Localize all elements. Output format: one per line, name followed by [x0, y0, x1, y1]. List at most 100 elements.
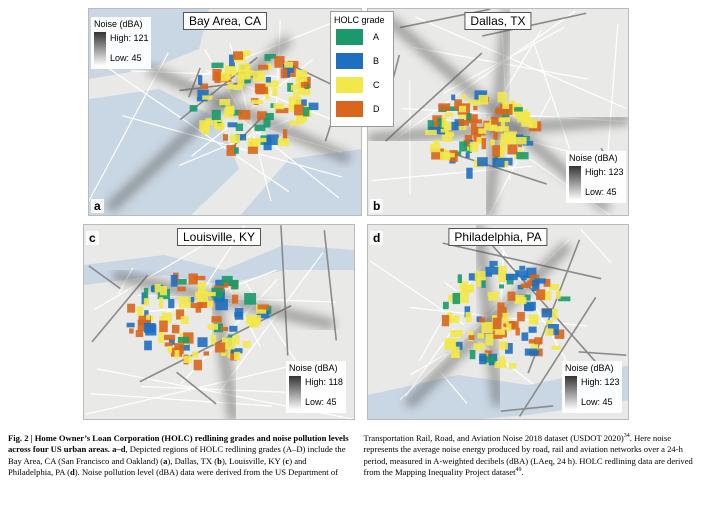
- noise-high: High: 123: [581, 377, 620, 387]
- noise-high: High: 121: [110, 33, 149, 43]
- holc-area: [241, 79, 251, 84]
- holc-area: [295, 69, 308, 82]
- holc-area: [265, 82, 271, 88]
- holc-area: [506, 323, 512, 332]
- road: [493, 234, 570, 366]
- holc-area: [193, 359, 203, 371]
- holc-area: [170, 274, 178, 287]
- holc-area: [488, 295, 499, 301]
- holc-area: [264, 55, 271, 61]
- highway: [91, 274, 149, 343]
- map: [89, 9, 361, 215]
- holc-area: [521, 117, 533, 127]
- holc-area: [526, 267, 537, 279]
- holc-area: [536, 289, 546, 301]
- holc-area: [252, 70, 266, 82]
- holc-area: [233, 58, 239, 63]
- panel-letter: c: [86, 231, 99, 245]
- holc-area: [454, 341, 463, 350]
- noise-legend-title: Noise (dBA): [94, 19, 143, 29]
- holc-area: [433, 140, 440, 146]
- noise-high: High: 118: [305, 377, 343, 387]
- holc-area: [449, 315, 460, 324]
- holc-area: [494, 326, 505, 335]
- holc-area: [515, 327, 520, 336]
- holc-area: [500, 118, 506, 130]
- holc-area: [439, 124, 449, 133]
- holc-area: [541, 291, 552, 301]
- highway: [487, 239, 600, 366]
- holc-area: [229, 325, 238, 332]
- holc-area: [477, 333, 485, 339]
- holc-area: [159, 286, 168, 296]
- holc-area: [301, 82, 308, 88]
- map: [368, 9, 628, 215]
- legend-label: D: [373, 104, 380, 114]
- panel-letter: a: [91, 199, 104, 213]
- holc-area: [552, 308, 558, 320]
- holc-area: [284, 65, 294, 73]
- holc-area: [441, 132, 453, 142]
- holc-area: [167, 346, 173, 353]
- holc-area: [505, 273, 518, 281]
- holc-area: [190, 302, 203, 309]
- noise-legend-title: Noise (dBA): [569, 153, 618, 163]
- legend-swatch: [336, 53, 363, 69]
- holc-area: [229, 54, 235, 67]
- holc-area: [490, 139, 495, 146]
- holc-area: [556, 290, 561, 299]
- holc-area: [272, 88, 278, 97]
- holc-area: [433, 121, 441, 132]
- holc-area: [249, 317, 259, 328]
- road: [415, 16, 626, 109]
- holc-area: [251, 99, 264, 104]
- holc-area: [485, 333, 494, 346]
- holc-area: [545, 328, 554, 336]
- water: [84, 245, 354, 285]
- highway: [176, 371, 217, 405]
- caption-text: ), Dallas, TX (: [167, 455, 218, 466]
- map-panel: Louisville, KY c Noise (dBA) High: 118 L…: [83, 224, 355, 420]
- holc-area: [534, 337, 543, 345]
- holc-area: [146, 314, 151, 320]
- holc-area: [507, 143, 518, 155]
- holc-area: [476, 278, 481, 287]
- holc-area: [234, 308, 244, 320]
- holc-area: [221, 351, 227, 356]
- road: [94, 235, 220, 310]
- holc-area: [231, 279, 239, 290]
- holc-area: [507, 291, 516, 301]
- holc-area: [464, 306, 471, 318]
- holc-area: [451, 121, 459, 131]
- holc-area: [273, 103, 285, 110]
- highway: [481, 12, 587, 37]
- holc-area: [219, 99, 231, 106]
- holc-area: [270, 103, 276, 108]
- holc-area: [223, 282, 229, 288]
- citation: 34: [623, 433, 630, 440]
- holc-area: [503, 133, 515, 145]
- holc-area: [532, 315, 539, 324]
- holc-area: [231, 294, 239, 304]
- noise-legend: Noise (dBA) High: 123 Low: 45: [562, 361, 622, 413]
- caption-text: ). Noise pollution level (dBA) data were…: [74, 433, 624, 478]
- holc-area: [425, 129, 437, 136]
- road: [532, 41, 571, 150]
- holc-area: [517, 285, 524, 290]
- holc-legend-title: HOLC grade: [334, 15, 385, 25]
- holc-area: [178, 344, 190, 351]
- noise-low: Low: 45: [585, 187, 617, 197]
- holc-area: [290, 84, 297, 91]
- holc-area: [444, 112, 454, 117]
- holc-area: [127, 303, 136, 313]
- holc-area: [287, 82, 294, 92]
- holc-area: [220, 72, 229, 82]
- holc-area: [303, 107, 310, 117]
- holc-area: [197, 89, 209, 99]
- holc-area: [288, 96, 302, 109]
- legend-label: B: [373, 56, 380, 66]
- holc-area: [441, 314, 450, 327]
- holc-area: [489, 260, 498, 268]
- holc-area: [189, 105, 198, 112]
- noise-gradient: [94, 32, 106, 66]
